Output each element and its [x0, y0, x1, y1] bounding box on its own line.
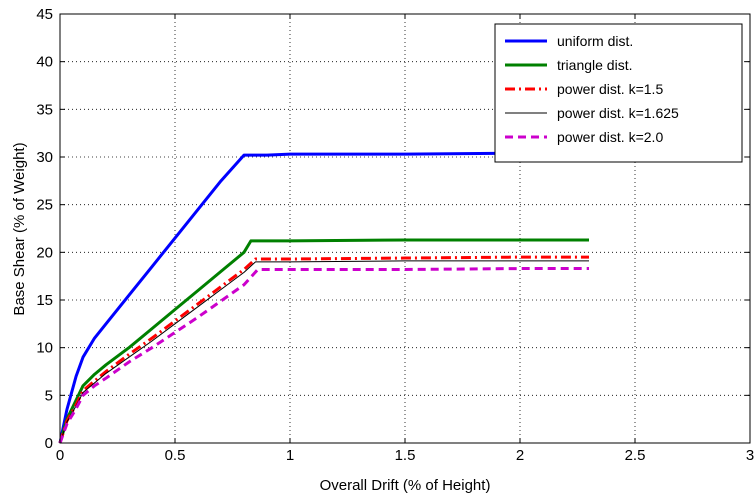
x-tick-label: 2	[516, 447, 524, 464]
y-tick-label: 25	[36, 197, 53, 214]
y-tick-label: 45	[36, 6, 53, 23]
y-tick-label: 10	[36, 340, 53, 357]
x-tick-label: 0	[56, 447, 64, 464]
series-lines	[58, 151, 589, 444]
x-tick-labels: 0 0.5 1 1.5 2 2.5 3	[56, 447, 754, 464]
legend-label: power dist. k=2.0	[557, 129, 663, 145]
y-tick-label: 20	[36, 244, 53, 261]
series-line-3	[58, 255, 589, 444]
legend-label: uniform dist.	[557, 33, 633, 49]
legend-label: power dist. k=1.5	[557, 81, 663, 97]
x-tick-label: 1	[286, 447, 294, 464]
legend-label: power dist. k=1.625	[557, 105, 679, 121]
series-line-2	[58, 238, 589, 444]
x-tick-label: 0.5	[165, 447, 186, 464]
y-tick-label: 40	[36, 54, 53, 71]
grid	[60, 14, 750, 443]
y-tick-label: 30	[36, 149, 53, 166]
series-line-4	[59, 260, 589, 444]
y-tick-label: 35	[36, 101, 53, 118]
y-axis-title: Base Shear (% of Weight)	[11, 142, 28, 315]
series-line-1	[58, 151, 589, 444]
legend-label: triangle dist.	[557, 57, 632, 73]
series-line-5	[58, 267, 589, 444]
x-tick-label: 1.5	[395, 447, 416, 464]
x-tick-label: 2.5	[625, 447, 646, 464]
x-axis-title: Overall Drift (% of Height)	[320, 477, 491, 494]
axis-ticks	[59, 13, 751, 444]
y-tick-labels: 0 5 10 15 20 25 30 35 40 45	[36, 6, 53, 452]
y-tick-label: 5	[45, 387, 53, 404]
y-tick-label: 15	[36, 292, 53, 309]
legend-box	[494, 23, 743, 163]
y-tick-label: 0	[45, 435, 53, 452]
legend: uniform dist. triangle dist. power dist. k…	[494, 23, 743, 163]
x-tick-label: 3	[746, 447, 754, 464]
